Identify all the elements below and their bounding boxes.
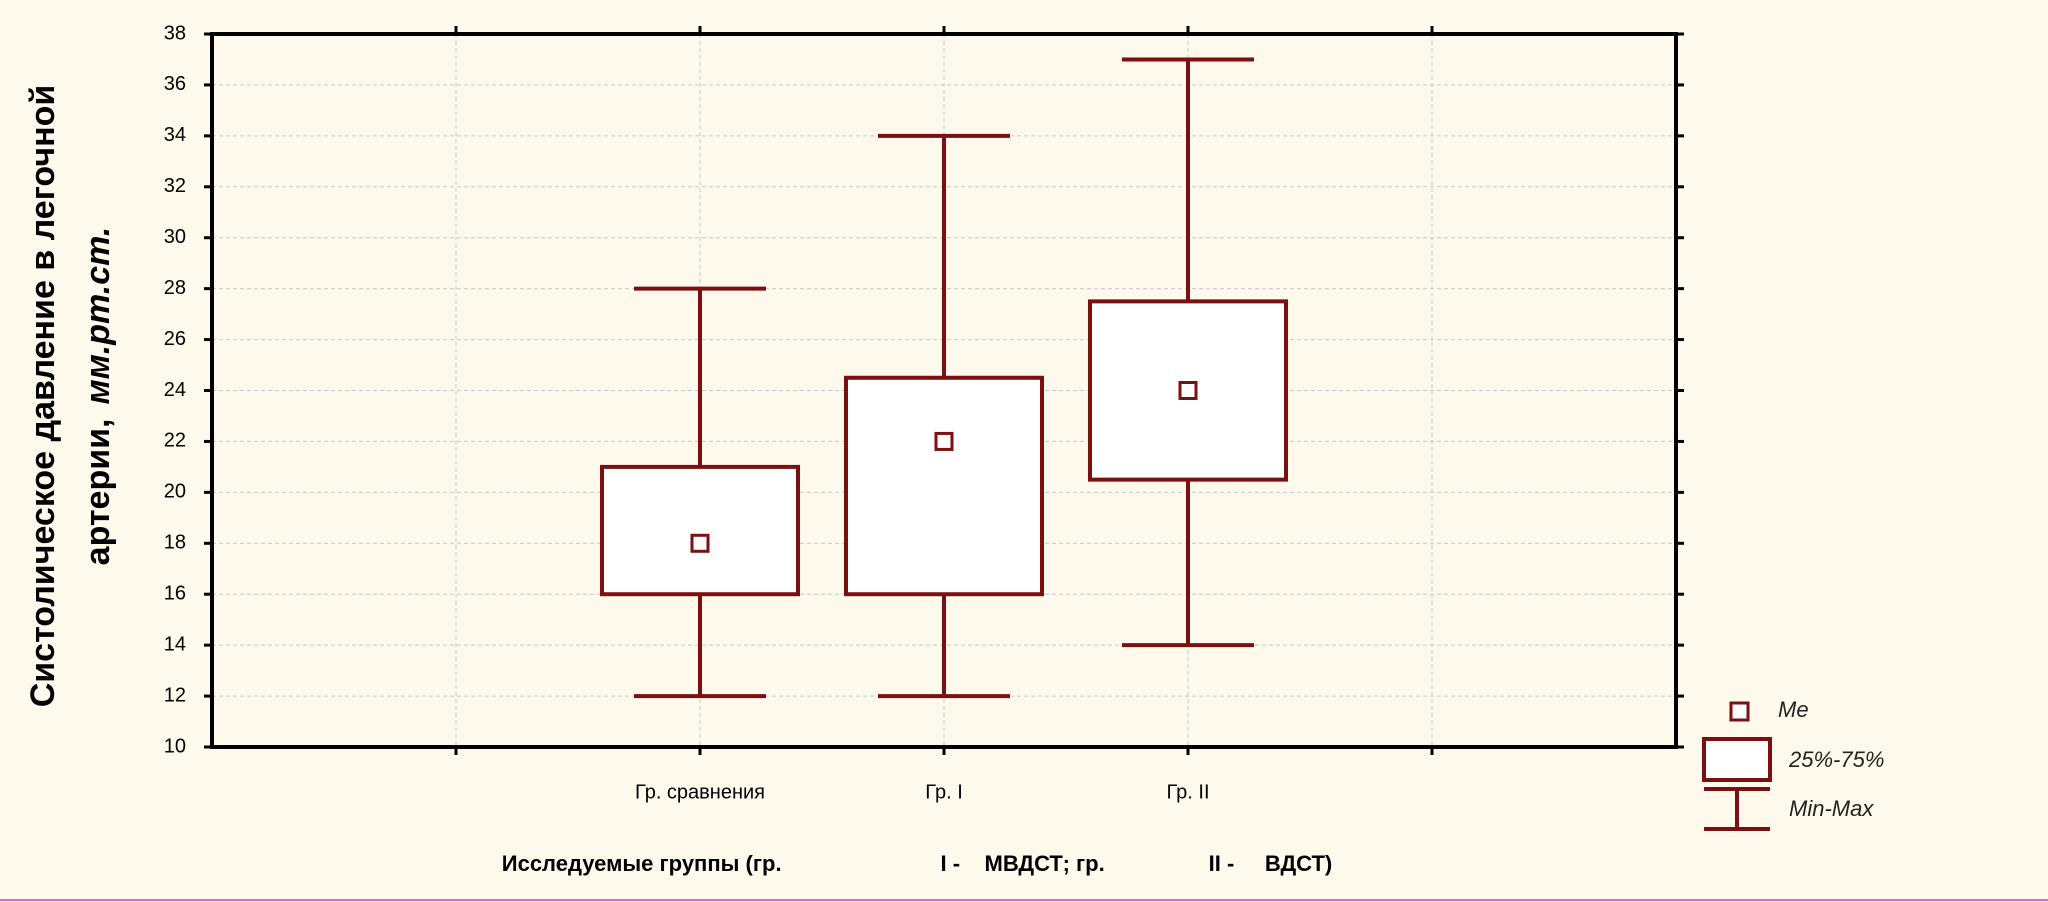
y-tick-label: 20: [164, 481, 186, 503]
legend-median-icon: [1729, 701, 1750, 722]
y-tick-label: 14: [164, 633, 186, 655]
y-tick-label: 10: [164, 735, 186, 757]
y-tick-label: 32: [164, 175, 186, 197]
y-tick-label: 38: [164, 22, 186, 44]
y-axis-unit: мм.рт.ст.: [79, 227, 117, 405]
median-marker: [934, 431, 954, 451]
y-tick-label: 12: [164, 684, 186, 706]
legend-label: Min-Max: [1789, 796, 1874, 821]
y-tick-label: 34: [164, 124, 186, 146]
y-tick-label: 16: [164, 582, 186, 604]
y-tick-label: 24: [164, 379, 186, 401]
y-axis-title-part: артерии,: [79, 419, 117, 566]
box: [600, 464, 800, 597]
legend-label: Me: [1778, 697, 1809, 722]
y-tick-label: 30: [164, 226, 186, 248]
y-tick-label: 18: [164, 532, 186, 554]
box: [1088, 299, 1288, 482]
median-marker: [1178, 381, 1198, 400]
y-tick-label: 22: [164, 430, 186, 452]
y-tick-label: 28: [164, 277, 186, 299]
y-tick-label: 36: [164, 73, 186, 95]
legend-box-icon: [1702, 737, 1772, 782]
x-tick-label: Гр. II: [1166, 781, 1209, 803]
legend-label: 25%-75%: [1788, 747, 1884, 772]
box: [844, 375, 1044, 597]
x-axis-title: Исследуемые группы (гр. I - МВДСТ; гр. I…: [502, 851, 1332, 876]
median-marker: [690, 533, 710, 553]
y-axis-title: Систолическое давление в легочной: [24, 85, 62, 708]
x-tick-label: Гр. I: [925, 781, 963, 803]
plot-frame: [210, 32, 1678, 749]
y-tick-label: 26: [164, 328, 186, 350]
x-tick-label: Гр. сравнения: [635, 781, 765, 803]
y-axis-title-line2: артерии, мм.рт.ст.: [79, 227, 117, 566]
